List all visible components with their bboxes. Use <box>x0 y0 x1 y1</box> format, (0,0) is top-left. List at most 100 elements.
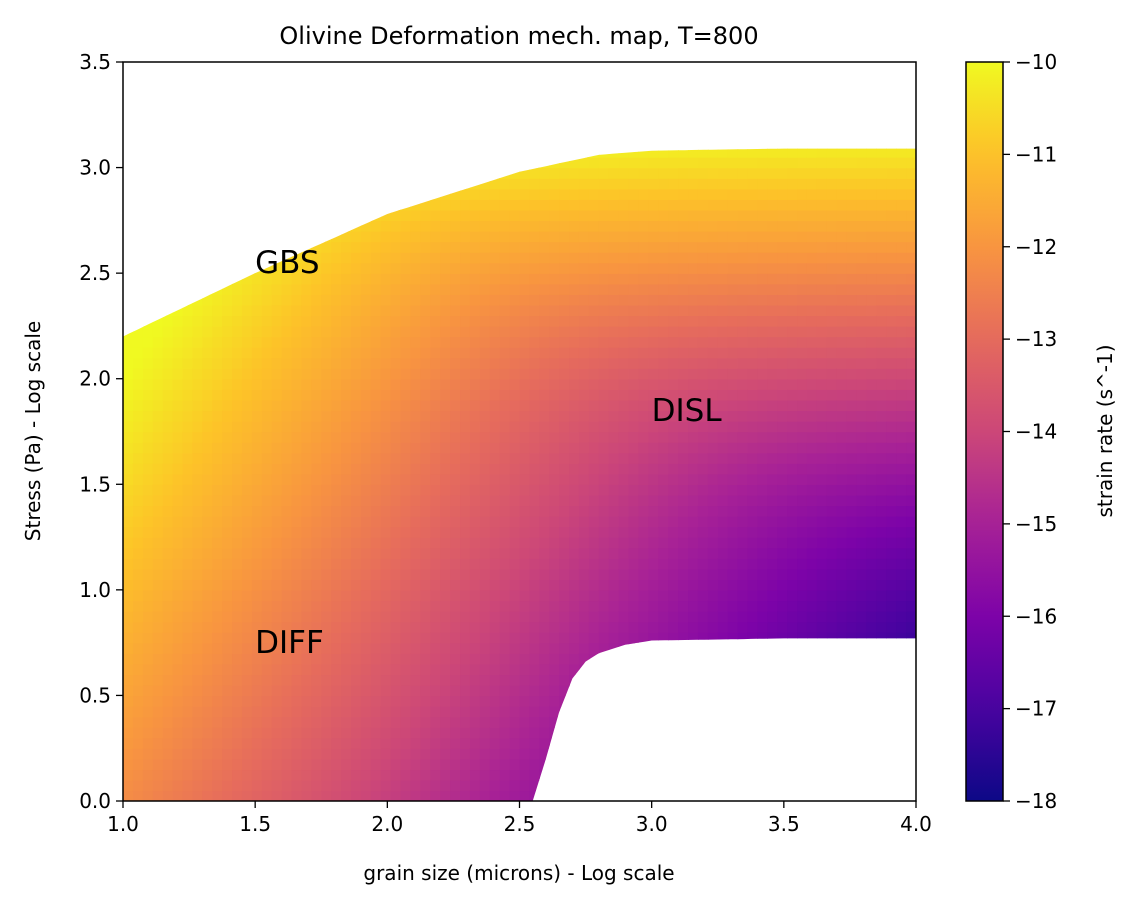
heatmap-cell <box>807 73 818 84</box>
heatmap-cell <box>430 727 441 739</box>
heatmap-cell <box>628 621 640 633</box>
heatmap-cell <box>222 431 233 443</box>
heatmap-cell <box>450 273 461 285</box>
heatmap-cell <box>697 378 709 390</box>
heatmap-cell <box>707 148 719 158</box>
heatmap-cell <box>301 304 313 317</box>
heatmap-cell <box>370 632 382 644</box>
heatmap-cell <box>469 705 481 718</box>
heatmap-cell <box>717 600 729 612</box>
heatmap-cell <box>341 230 352 243</box>
heatmap-cell <box>331 579 342 591</box>
heatmap-cell <box>400 463 412 475</box>
heatmap-cell <box>192 484 203 496</box>
heatmap-cell <box>212 484 223 496</box>
heatmap-cell <box>469 695 481 707</box>
heatmap-cell <box>281 294 293 306</box>
heatmap-cell <box>489 294 501 306</box>
heatmap-cell <box>509 505 521 517</box>
heatmap-cell <box>529 368 541 380</box>
heatmap-cell <box>628 378 640 390</box>
heatmap-cell <box>331 410 342 422</box>
heatmap-cell <box>331 547 342 559</box>
heatmap-cell <box>410 148 422 158</box>
heatmap-cell <box>222 262 233 274</box>
heatmap-cell <box>440 115 451 126</box>
heatmap-cell <box>638 62 649 73</box>
heatmap-cell <box>618 220 630 232</box>
heatmap-cell <box>291 610 303 623</box>
heatmap-cell <box>678 442 689 454</box>
heatmap-cell <box>262 125 273 136</box>
heatmap-cell <box>400 600 412 612</box>
heatmap-cell <box>628 610 640 623</box>
heatmap-cell <box>202 779 213 792</box>
heatmap-cell <box>747 705 759 718</box>
heatmap-cell <box>688 600 699 612</box>
heatmap-cell <box>172 315 184 327</box>
heatmap-cell <box>608 769 620 781</box>
heatmap-cell <box>251 442 263 454</box>
heatmap-cell <box>529 420 541 433</box>
heatmap-cell <box>321 589 332 602</box>
heatmap-cell <box>450 420 461 433</box>
heatmap-cell <box>747 779 759 792</box>
heatmap-cell <box>212 653 223 665</box>
heatmap-cell <box>410 537 422 549</box>
heatmap-cell <box>331 62 342 73</box>
heatmap-cell <box>420 241 431 253</box>
heatmap-cell <box>380 431 392 443</box>
heatmap-cell <box>370 420 382 433</box>
heatmap-cell <box>182 220 194 232</box>
heatmap-cell <box>787 727 798 739</box>
heatmap-cell <box>360 157 372 169</box>
heatmap-cell <box>410 568 422 580</box>
heatmap-cell <box>321 209 332 222</box>
heatmap-cell <box>331 737 342 749</box>
heatmap-cell <box>281 790 293 802</box>
heatmap-cell <box>559 304 570 317</box>
heatmap-cell <box>430 357 441 369</box>
heatmap-cell <box>479 157 491 169</box>
heatmap-cell <box>806 674 818 686</box>
heatmap-cell <box>360 515 372 528</box>
heatmap-cell <box>440 420 451 433</box>
heatmap-cell <box>678 484 689 496</box>
heatmap-cell <box>806 632 818 644</box>
heatmap-cell <box>143 136 154 147</box>
heatmap-cell <box>390 632 402 644</box>
heatmap-cell <box>688 515 699 528</box>
heatmap-cell <box>757 705 769 718</box>
heatmap-cell <box>797 420 808 433</box>
heatmap-cell <box>162 674 174 686</box>
heatmap-cell <box>678 283 689 295</box>
heatmap-cell <box>460 727 471 739</box>
heatmap-cell <box>291 167 303 179</box>
heatmap-cell <box>519 304 531 317</box>
heatmap-cell <box>648 674 659 686</box>
heatmap-cell <box>370 610 382 623</box>
heatmap-cell <box>410 674 422 686</box>
heatmap-cell <box>182 304 194 317</box>
heatmap-cell <box>598 653 610 665</box>
heatmap-cell <box>648 220 659 232</box>
heatmap-cell <box>440 790 451 802</box>
heatmap-cell <box>697 315 709 327</box>
heatmap-cell <box>301 157 313 169</box>
heatmap-cell <box>281 262 293 274</box>
heatmap-cell <box>440 705 451 718</box>
heatmap-cell <box>549 209 560 222</box>
heatmap-cell <box>271 727 283 739</box>
heatmap-cell <box>648 632 659 644</box>
heatmap-cell <box>489 315 501 327</box>
heatmap-cell <box>251 347 263 359</box>
heatmap-cell <box>469 610 481 623</box>
heatmap-cell <box>410 304 422 317</box>
heatmap-cell <box>618 484 630 496</box>
heatmap-cell <box>509 315 521 327</box>
heatmap-cell <box>132 420 144 433</box>
heatmap-cell <box>797 727 808 739</box>
heatmap-cell <box>123 368 134 380</box>
heatmap-cell <box>152 558 164 570</box>
heatmap-cell <box>490 136 501 147</box>
